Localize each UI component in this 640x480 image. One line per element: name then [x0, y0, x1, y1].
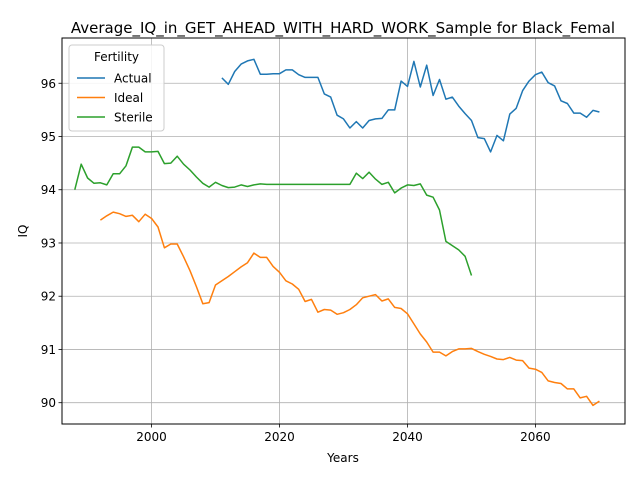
x-axis-ticks: 2000 2020 2040 2060 — [136, 424, 551, 444]
x-tick-label: 2060 — [520, 430, 551, 444]
x-tick-label: 2000 — [136, 430, 167, 444]
x-tick-label: 2040 — [392, 430, 423, 444]
legend-items: Actual Ideal Sterile — [77, 72, 153, 125]
legend: Fertility Actual Ideal Sterile — [68, 44, 165, 132]
y-tick-label: 90 — [41, 396, 56, 410]
series-lines — [74, 58, 600, 407]
y-axis-ticks: 90 91 92 93 94 95 96 — [41, 77, 62, 410]
legend-label-ideal: Ideal — [114, 91, 143, 105]
y-tick-label: 95 — [41, 130, 56, 144]
plot-frame — [61, 37, 626, 425]
x-tick-label: 2020 — [264, 430, 295, 444]
y-tick-label: 91 — [41, 343, 56, 357]
chart-title: Average_IQ_in_GET_AHEAD_WITH_HARD_WORK_S… — [71, 19, 615, 38]
y-tick-label: 92 — [41, 290, 56, 304]
series-line-actual — [221, 58, 600, 153]
y-tick-label: 93 — [41, 236, 56, 250]
legend-label-actual: Actual — [114, 72, 152, 86]
legend-box — [68, 44, 165, 132]
series-line-sterile — [74, 146, 473, 276]
legend-title: Fertility — [94, 50, 139, 64]
grid — [62, 38, 625, 424]
y-tick-label: 94 — [41, 183, 56, 197]
y-tick-label: 96 — [41, 77, 56, 91]
y-axis-label: IQ — [16, 225, 30, 238]
legend-label-sterile: Sterile — [114, 111, 153, 125]
series-line-ideal — [99, 211, 600, 407]
x-axis-label: Years — [326, 451, 359, 465]
